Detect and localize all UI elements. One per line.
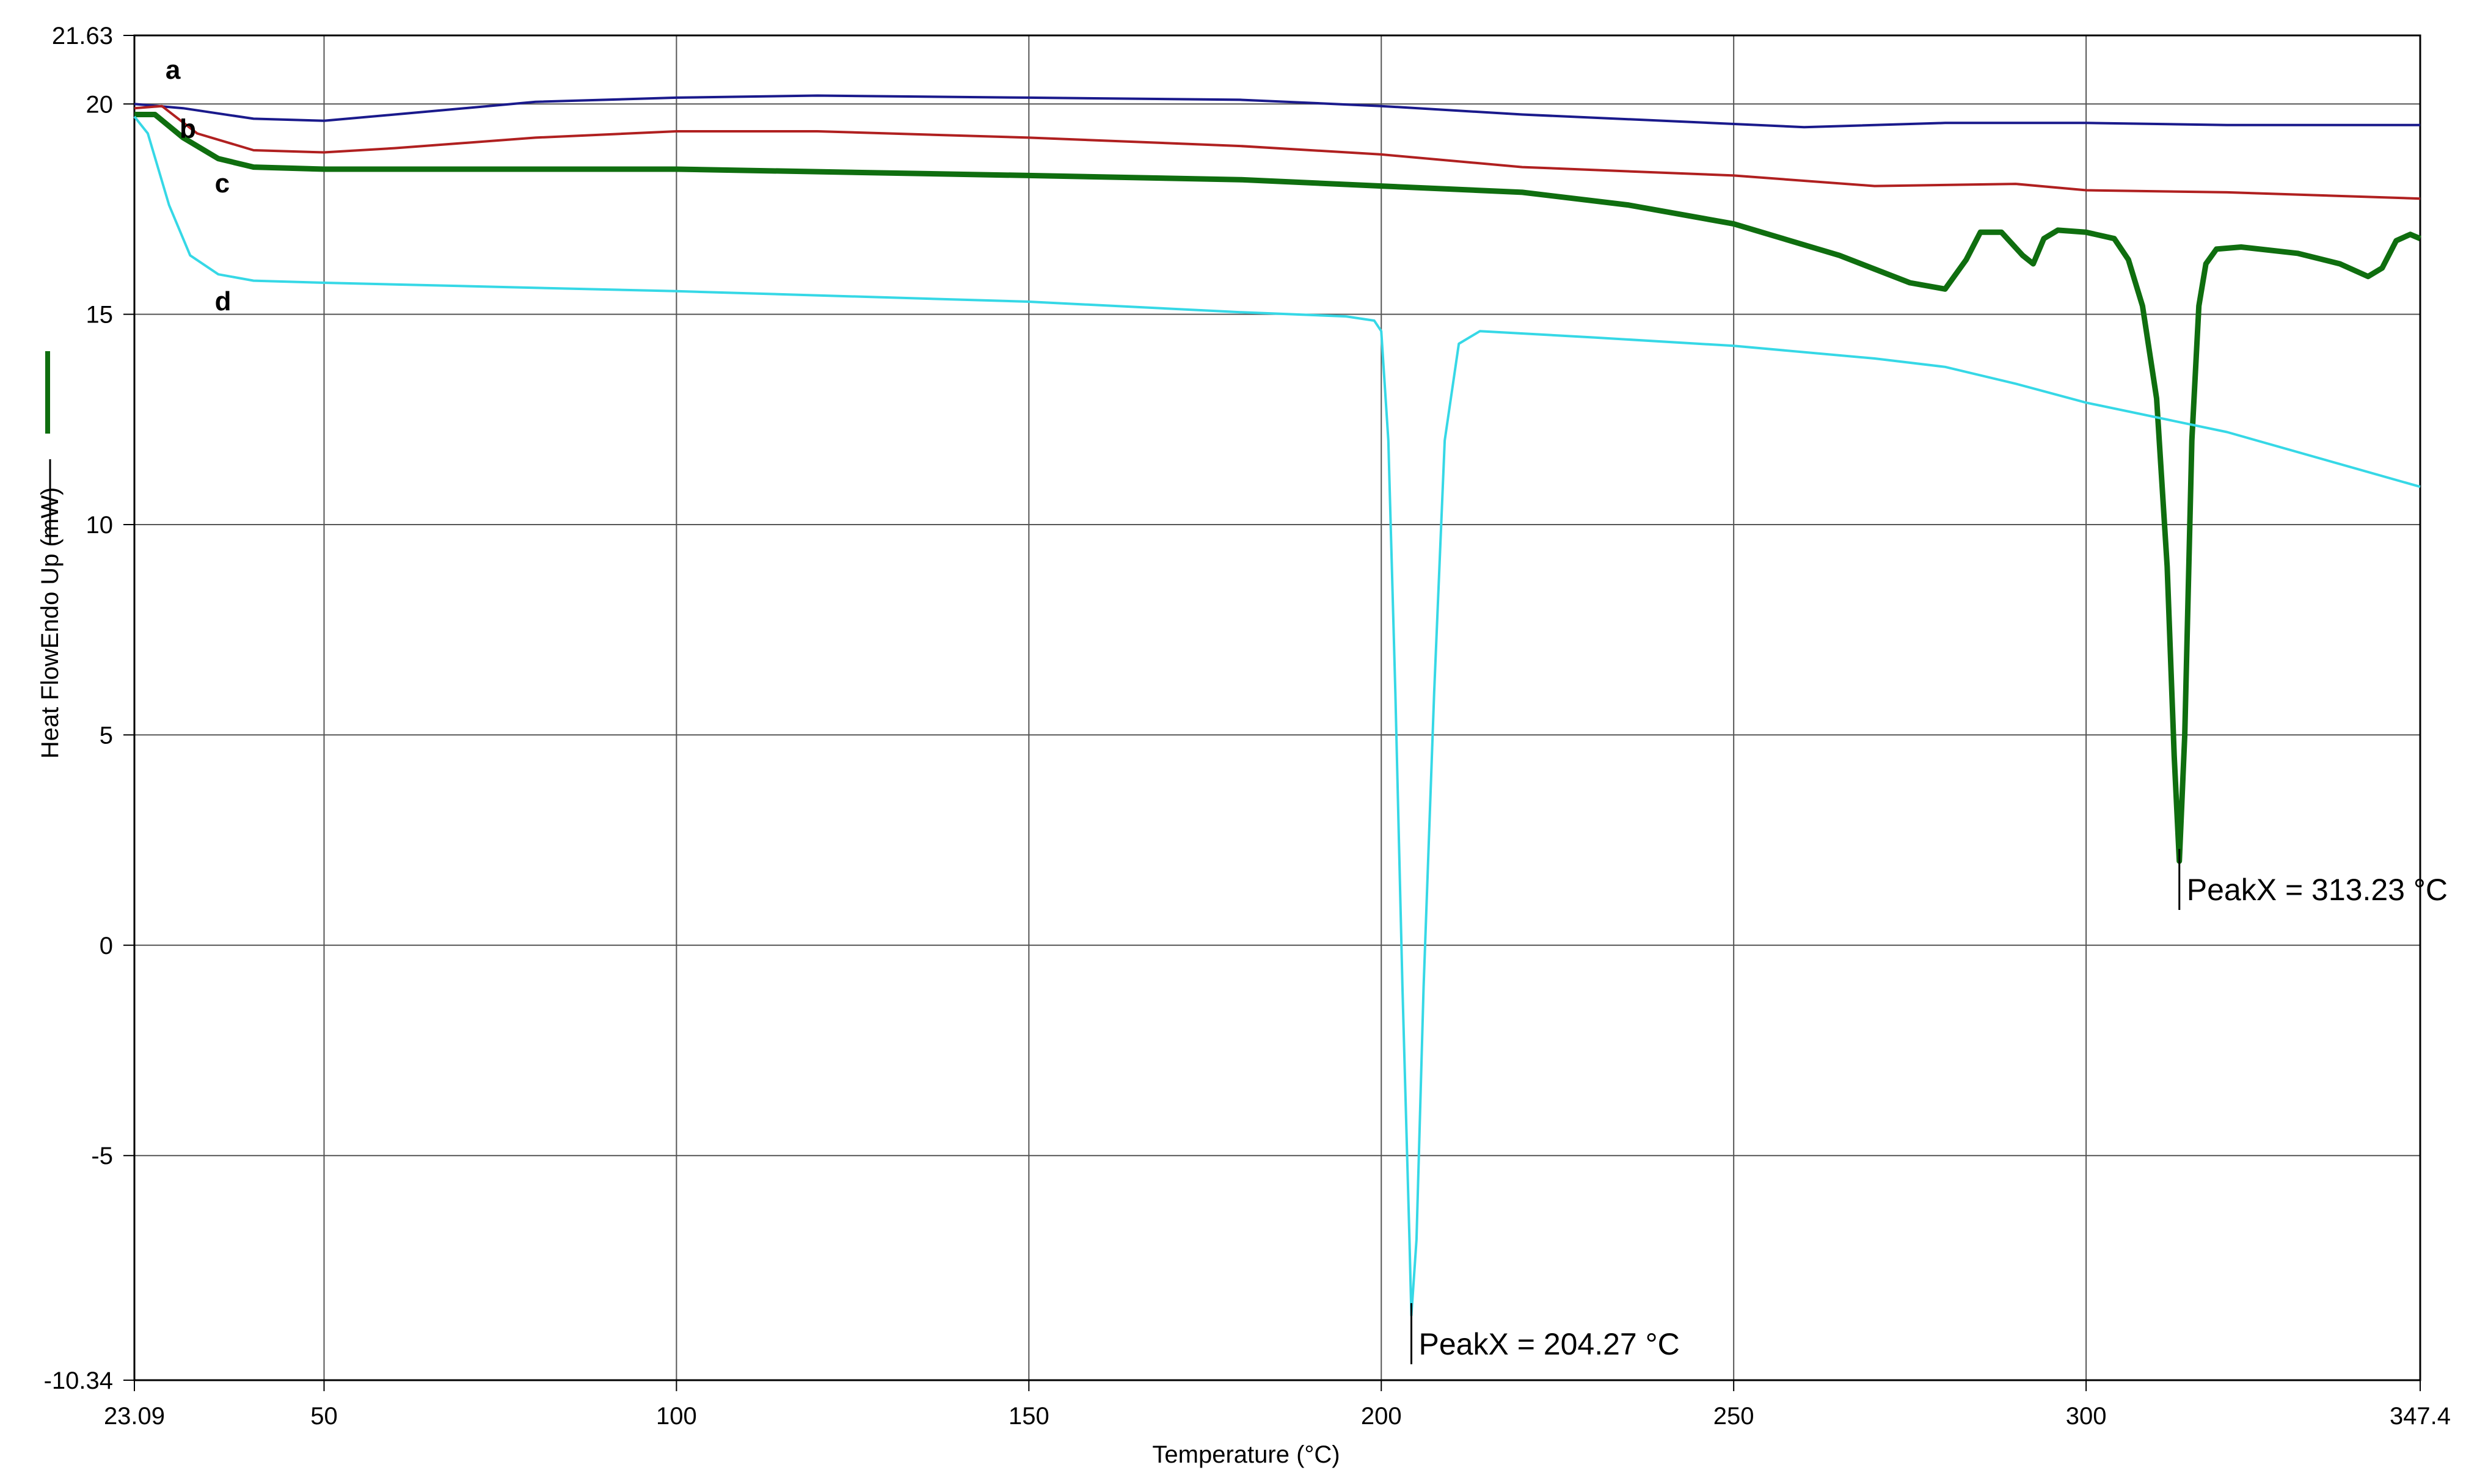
x-tick-label: 347.4 (2390, 1403, 2451, 1430)
series-label-a: a (166, 55, 181, 85)
series-line-c (134, 112, 2421, 864)
x-tick-label: 100 (656, 1403, 697, 1430)
peak-annotation-label: PeakX = 313.23 °C (2187, 873, 2448, 907)
x-tick-label: 50 (310, 1403, 338, 1430)
y-axis: 21.63 20 15 10 5 0 -5 -10.34 (44, 23, 134, 1394)
series-label-c: c (215, 169, 230, 198)
series-line-b (134, 104, 2421, 200)
series-line-a (134, 94, 2420, 129)
y-tick-label: 5 (100, 722, 113, 749)
x-axis-title: Temperature (°C) (1152, 1441, 1340, 1468)
series-line-d (133, 115, 2421, 1317)
y-tick-label: -5 (91, 1143, 113, 1169)
plot-frame (133, 34, 2421, 1381)
series-label-b: b (180, 114, 196, 144)
y-tick-label: -10.34 (44, 1367, 113, 1394)
y-tick-label: 15 (86, 302, 114, 329)
series-lines (133, 94, 2421, 1317)
y-tick-label: 10 (86, 512, 114, 539)
y-tick-label: 20 (86, 91, 114, 118)
series-labels: abc d (166, 55, 232, 316)
x-tick-label: 150 (1009, 1403, 1049, 1430)
series-label-d: d (215, 286, 232, 316)
grid-lines (134, 35, 2421, 1381)
y-tick-label: 0 (100, 933, 113, 959)
x-axis: 23.09 50 100 150 200 250 300 347.4 (104, 1380, 2451, 1430)
x-tick-label: 300 (2066, 1403, 2107, 1430)
peak-annotations: PeakX = 204.27 °C PeakX = 313.23 °C (1410, 849, 2448, 1364)
peak-annotation-label: PeakX = 204.27 °C (1419, 1327, 1680, 1361)
x-tick-label: 200 (1361, 1403, 1402, 1430)
x-tick-label: 250 (1713, 1403, 1754, 1430)
y-tick-label: 21.63 (52, 23, 113, 49)
x-tick-label: 23.09 (104, 1403, 165, 1430)
